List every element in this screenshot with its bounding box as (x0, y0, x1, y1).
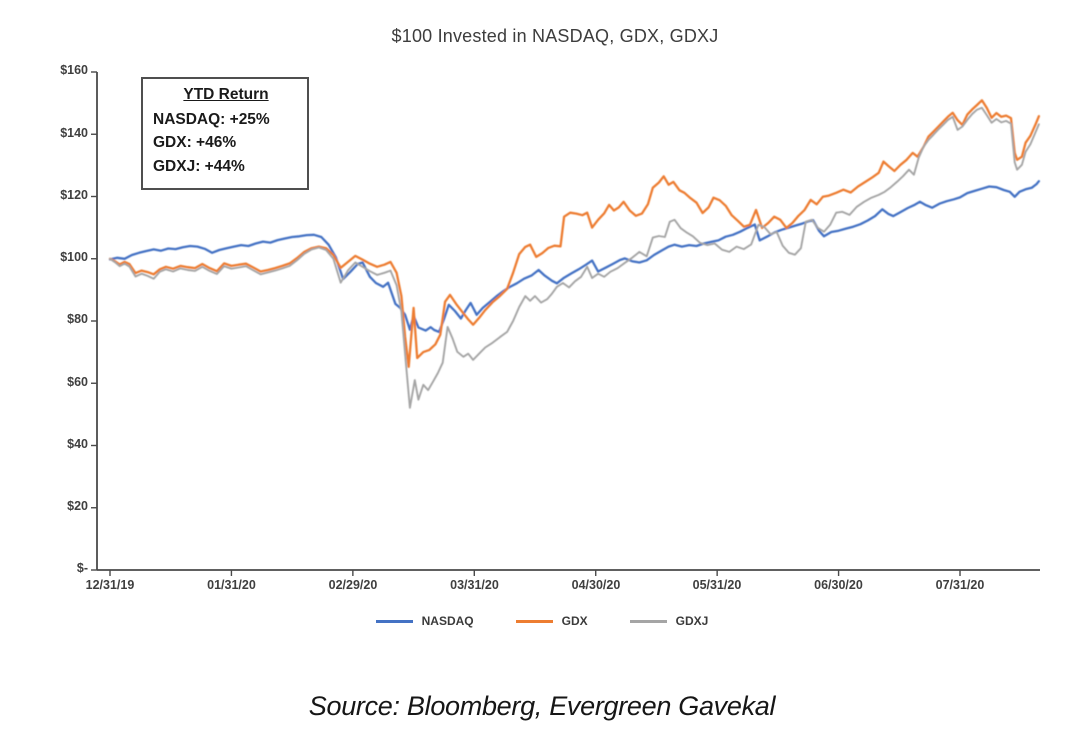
x-tick-label: 07/31/20 (935, 578, 985, 592)
legend-label-nasdaq: NASDAQ (421, 614, 474, 628)
y-tick-label: $80 (67, 312, 88, 326)
y-tick-label: $40 (67, 436, 88, 451)
y-tick-label: $120 (60, 187, 88, 202)
ytd-return-title: YTD Return (183, 86, 269, 103)
x-tick-label: 04/30/20 (571, 578, 621, 592)
legend-label-gdxj: GDXJ (675, 614, 709, 628)
y-tick-label: $140 (60, 125, 88, 140)
x-tick-label: 12/31/19 (85, 578, 135, 592)
ytd-return-box: YTD Return NASDAQ: +25% GDX: +46% GDXJ: … (141, 77, 309, 190)
y-tick-label: $100 (60, 250, 88, 264)
x-tick-label: 06/30/20 (814, 578, 863, 592)
ytd-return-nasdaq: NASDAQ: +25% (153, 111, 270, 128)
ytd-return-gdx: GDX: +46% (153, 134, 237, 152)
nasdaq-line-swatch (375, 619, 413, 623)
y-tick-label: $60 (67, 374, 88, 389)
y-tick-label: $160 (60, 63, 88, 77)
x-tick-label: 02/29/20 (328, 578, 378, 592)
legend-item-gdx: GDX (515, 614, 588, 628)
y-tick-label: $- (76, 561, 88, 575)
ytd-return-gdxj: GDXJ: +44% (153, 157, 245, 175)
legend-item-gdxj: GDXJ (629, 614, 709, 628)
chart-title: $100 Invested in NASDAQ, GDX, GDXJ (391, 26, 719, 46)
y-tick-label: $20 (67, 499, 88, 513)
gdxj-line-swatch (629, 619, 667, 623)
source-attribution: Source: Bloomberg, Evergreen Gavekal (308, 691, 776, 721)
x-tick-label: 01/31/20 (207, 578, 256, 592)
gdx-line-swatch (515, 619, 553, 623)
legend-label-gdx: GDX (561, 614, 588, 628)
chart-canvas (91, 71, 1041, 576)
x-tick-label: 03/31/20 (450, 578, 499, 592)
chart-legend: NASDAQ GDX GDXJ (0, 611, 1084, 631)
legend-item-nasdaq: NASDAQ (375, 614, 474, 628)
x-tick-label: 05/31/20 (692, 578, 742, 592)
